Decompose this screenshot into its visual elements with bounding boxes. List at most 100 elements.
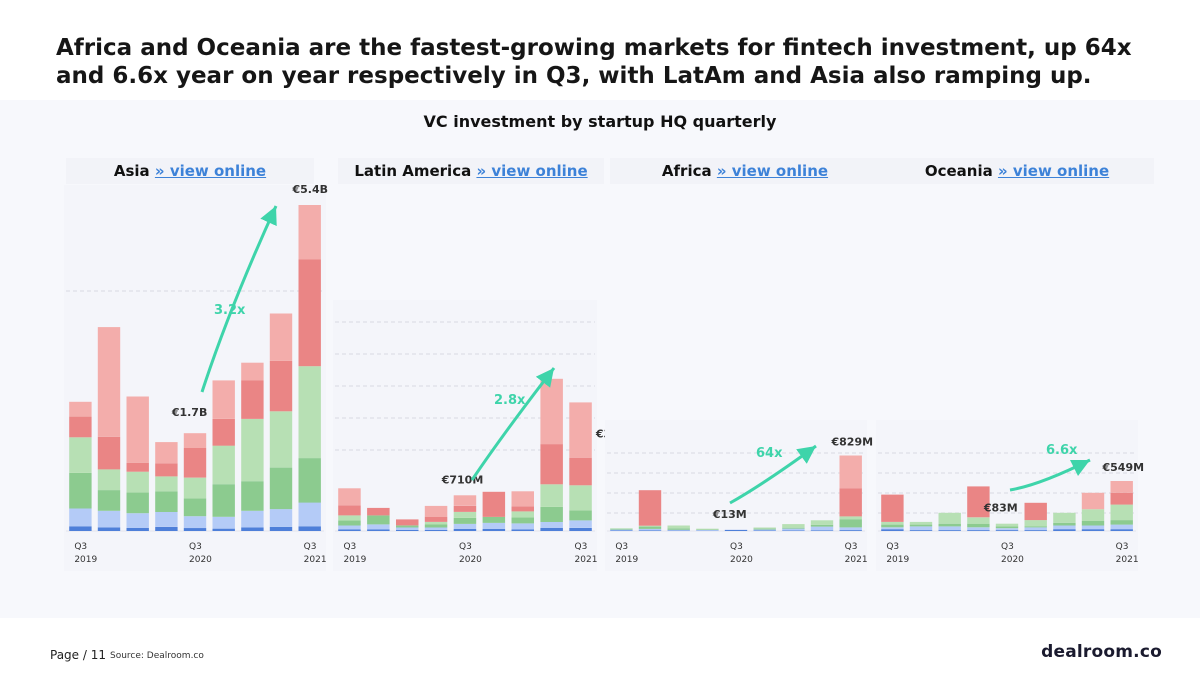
bar-segment: [1110, 529, 1133, 531]
bar-segment: [995, 530, 1019, 531]
view-online-link-asia[interactable]: » view online: [154, 162, 267, 180]
bar-segment: [126, 396, 149, 463]
bar-segment: [367, 515, 390, 525]
bar-segment: [810, 524, 834, 527]
bar-segment: [810, 520, 834, 525]
bar-segment: [482, 491, 506, 517]
bar-segment: [938, 526, 961, 531]
bar-segment: [183, 433, 207, 448]
bar-segment: [424, 516, 448, 522]
bar-segment: [269, 411, 293, 468]
x-tick-label: 2021: [304, 555, 327, 565]
bar-segment: [241, 419, 264, 482]
bar-segment: [638, 525, 662, 527]
x-tick-label: 2019: [343, 555, 366, 565]
bar-segment: [995, 526, 1019, 529]
bar-segment: [1053, 529, 1076, 531]
bar-segment: [1110, 524, 1133, 530]
x-tick-label: Q3: [304, 542, 317, 552]
bar-segment: [482, 529, 506, 531]
x-tick-label: 2019: [74, 555, 97, 565]
bar-segment: [1081, 529, 1105, 531]
view-online-link-africa[interactable]: » view online: [716, 162, 829, 180]
bar-segment: [338, 505, 361, 516]
bar-segment: [126, 462, 149, 472]
subchart-header-oceania: Oceania » view online: [880, 158, 1154, 184]
bar-segment: [610, 528, 633, 529]
bar-segment: [967, 486, 990, 518]
bar-segment: [338, 515, 361, 521]
bar-segment: [839, 519, 862, 528]
bar-segment: [1081, 521, 1105, 526]
x-tick-label: 2021: [845, 555, 868, 565]
bar-segment: [298, 205, 321, 260]
bar-segment: [839, 488, 862, 517]
view-online-link-oceania[interactable]: » view online: [997, 162, 1110, 180]
growth-arrow: [200, 205, 278, 393]
bar-segment: [569, 485, 592, 511]
bar-segment: [696, 530, 719, 531]
bar-segment: [782, 530, 805, 531]
bar-segment: [511, 517, 534, 524]
bar-segment: [909, 530, 933, 531]
value-annotation: €5.4B: [291, 183, 328, 196]
bar-segment: [1110, 520, 1133, 525]
bar-segment: [126, 513, 149, 528]
x-tick-label: 2019: [615, 555, 638, 565]
growth-arrow: [729, 444, 817, 505]
bar-segment: [610, 529, 633, 531]
bar-segment: [69, 526, 92, 531]
bar-segment: [995, 523, 1019, 527]
bar-segment: [183, 516, 207, 529]
view-online-link-latam[interactable]: » view online: [476, 162, 588, 180]
bar-segment: [967, 527, 990, 531]
bar-segment: [424, 524, 448, 528]
bar-segment: [69, 416, 92, 438]
bar-segment: [269, 509, 293, 527]
bar-segment: [338, 525, 361, 530]
bar-segment: [881, 527, 904, 530]
bar-segment: [569, 457, 592, 486]
value-annotation: €1.7B: [171, 406, 208, 419]
bar-segment: [212, 419, 235, 446]
bar-segment: [1081, 492, 1105, 510]
x-tick-label: Q3: [1116, 542, 1129, 552]
bar-segment: [424, 530, 448, 531]
subchart-oceania: Q3 2019 Q3 2020 Q3 2021 €549M €83M 6.6x: [876, 420, 1144, 571]
region-name-asia: Asia: [113, 162, 150, 180]
bar-segment: [269, 313, 293, 361]
x-tick-label: Q3: [886, 542, 899, 552]
subchart-africa: Q3 2019 Q3 2020 Q3 2021 €829M €13M 64x: [605, 420, 873, 571]
bar-segment: [638, 528, 662, 531]
value-annotation: €13M: [712, 508, 747, 521]
bar-segment: [453, 495, 477, 506]
bar-segment: [97, 490, 121, 511]
bar-segment: [298, 526, 321, 531]
bar-segment: [938, 512, 961, 524]
region-name-oceania: Oceania: [924, 162, 993, 180]
bar-segment: [1081, 509, 1105, 521]
bar-segment: [909, 526, 933, 531]
subchart-header-africa: Africa » view online: [610, 158, 880, 184]
bar-segment: [753, 528, 776, 530]
bar-segment: [241, 380, 264, 419]
bar-segment: [782, 528, 805, 531]
bar-segment: [69, 437, 92, 473]
bar-segment: [967, 530, 990, 531]
bar-segment: [881, 494, 904, 522]
bar-segment: [97, 436, 121, 470]
bar-segment: [453, 517, 477, 524]
bar-segment: [540, 444, 563, 485]
bar-segment: [610, 530, 633, 531]
growth-arrow: [1009, 458, 1091, 492]
bar-segment: [212, 484, 235, 517]
bar-segment: [183, 498, 207, 517]
x-tick-label: 2020: [189, 555, 212, 565]
bar-segment: [638, 530, 662, 531]
bar-segment: [540, 522, 563, 528]
bar-segment: [1024, 530, 1047, 531]
bar-segment: [511, 491, 534, 507]
bar-segment: [155, 491, 178, 512]
bar-segment: [424, 527, 448, 530]
bar-segment: [569, 520, 592, 528]
